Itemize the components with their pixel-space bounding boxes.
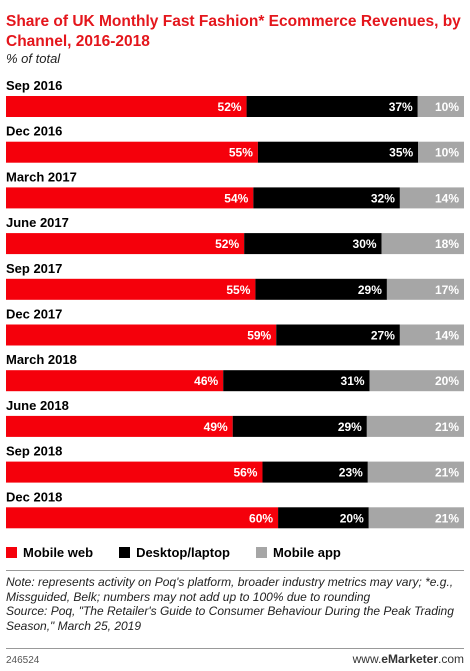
legend-swatch-desktop-laptop [119,547,131,558]
bar-mobile-web-sep-2018 [6,461,263,483]
data-label-mobile-web-march-2018: 46% [194,374,218,388]
brand-name: eMarketer [381,652,438,666]
category-label-dec-2018: Dec 2018 [6,489,62,504]
bar-desktop-laptop-june-2017 [244,233,382,255]
bar-desktop-laptop-march-2018 [223,370,370,392]
footer-divider [6,648,464,649]
data-label-mobile-app-june-2018: 21% [435,420,459,434]
category-label-sep-2017: Sep 2017 [6,261,62,276]
data-label-mobile-web-sep-2017: 55% [226,283,250,297]
data-label-mobile-web-dec-2016: 55% [229,146,253,160]
data-label-desktop-laptop-june-2018: 29% [338,420,362,434]
category-label-march-2017: March 2017 [6,169,77,184]
data-label-mobile-web-dec-2018: 60% [249,511,273,525]
bar-mobile-web-dec-2016 [6,141,258,163]
data-label-desktop-laptop-dec-2018: 20% [340,511,364,525]
data-label-mobile-app-sep-2018: 21% [435,466,459,480]
legend-item-mobile-app: Mobile app [255,545,341,560]
notes-block: Note: represents activity on Poq's platf… [6,575,464,633]
data-label-mobile-web-sep-2018: 56% [233,466,257,480]
category-label-dec-2016: Dec 2016 [6,124,62,139]
source-text: Source: Poq, "The Retailer's Guide to Co… [6,604,454,633]
bar-mobile-web-june-2017 [6,233,245,255]
bar-mobile-app-sep-2018 [367,461,464,483]
legend-label-mobile-web: Mobile web [23,545,94,560]
stacked-bar-chart: Sep 2016 52% 37% 10% Dec 2016 55% 35% 10% March … [6,78,464,529]
bar-desktop-laptop-dec-2018 [278,507,369,529]
legend-item-mobile-web: Mobile web [6,545,93,560]
category-label-march-2018: March 2018 [6,352,77,367]
legend-label-mobile-app: Mobile app [272,545,341,560]
bar-mobile-web-march-2018 [6,370,224,392]
bar-desktop-laptop-dec-2016 [257,141,419,163]
bar-mobile-web-dec-2017 [6,324,277,346]
data-label-desktop-laptop-march-2018: 31% [341,374,365,388]
bar-mobile-app-dec-2018 [368,507,464,529]
category-label-sep-2018: Sep 2018 [6,444,62,459]
chart-subtitle: % of total [6,51,61,66]
data-label-mobile-web-march-2017: 54% [224,191,248,205]
data-label-mobile-app-march-2017: 14% [435,191,459,205]
bar-mobile-web-sep-2017 [6,278,256,300]
legend-swatch-mobile-web [6,547,17,558]
data-label-mobile-app-sep-2017: 17% [435,283,459,297]
bar-desktop-laptop-dec-2017 [276,324,400,346]
brand-suffix: .com [437,652,464,666]
bar-mobile-app-sep-2016 [417,96,464,117]
bar-mobile-app-march-2017 [399,187,464,209]
chart-id: 246524 [6,655,40,666]
data-label-desktop-laptop-sep-2016: 37% [389,100,413,114]
bar-mobile-app-dec-2016 [418,141,464,163]
category-label-june-2017: June 2017 [6,215,69,230]
legend-swatch-mobile-app [255,547,267,558]
bar-mobile-app-sep-2017 [386,278,464,300]
data-label-mobile-app-march-2018: 20% [435,374,459,388]
bar-mobile-web-march-2017 [6,187,254,209]
category-label-dec-2017: Dec 2017 [6,307,62,322]
bar-desktop-laptop-sep-2018 [262,461,368,483]
bar-mobile-web-june-2018 [6,415,233,437]
data-label-desktop-laptop-sep-2017: 29% [358,283,382,297]
data-label-desktop-laptop-march-2017: 32% [371,191,395,205]
category-label-sep-2016: Sep 2016 [6,78,62,93]
bar-desktop-laptop-sep-2016 [246,96,418,117]
bar-desktop-laptop-march-2017 [253,187,400,209]
data-label-desktop-laptop-dec-2017: 27% [371,329,395,343]
chart-title: Share of UK Monthly Fast Fashion* Ecomme… [6,13,461,50]
bar-mobile-app-dec-2017 [399,324,464,346]
data-label-mobile-app-dec-2016: 10% [435,146,459,160]
bar-mobile-web-dec-2018 [6,507,279,529]
data-label-desktop-laptop-dec-2016: 35% [389,146,413,160]
bar-mobile-app-june-2017 [381,233,464,255]
data-label-mobile-app-dec-2018: 21% [435,511,459,525]
brand-prefix: www. [352,652,382,666]
bar-mobile-app-june-2018 [366,415,464,437]
data-label-mobile-app-dec-2017: 14% [435,329,459,343]
brand-link[interactable]: www.eMarketer.com [353,652,464,666]
data-label-mobile-web-dec-2017: 59% [247,329,271,343]
notes-divider [6,570,464,571]
data-label-mobile-app-sep-2016: 10% [435,100,459,114]
legend-item-desktop-laptop: Desktop/laptop [119,545,230,560]
bar-desktop-laptop-sep-2017 [255,278,387,300]
bar-mobile-web-sep-2016 [6,96,247,117]
data-label-desktop-laptop-sep-2018: 23% [339,466,363,480]
note-text: Note: represents activity on Poq's platf… [6,575,454,604]
category-label-june-2018: June 2018 [6,398,69,413]
data-label-mobile-web-june-2018: 49% [204,420,228,434]
data-label-mobile-app-june-2017: 18% [435,237,459,251]
data-label-desktop-laptop-june-2017: 30% [353,237,377,251]
bar-desktop-laptop-june-2018 [232,415,367,437]
legend: Mobile web Desktop/laptop Mobile app [6,545,367,560]
data-label-mobile-web-june-2017: 52% [215,237,239,251]
bar-mobile-app-march-2018 [369,370,464,392]
legend-label-desktop-laptop: Desktop/laptop [136,545,230,560]
data-label-mobile-web-sep-2016: 52% [218,100,242,114]
